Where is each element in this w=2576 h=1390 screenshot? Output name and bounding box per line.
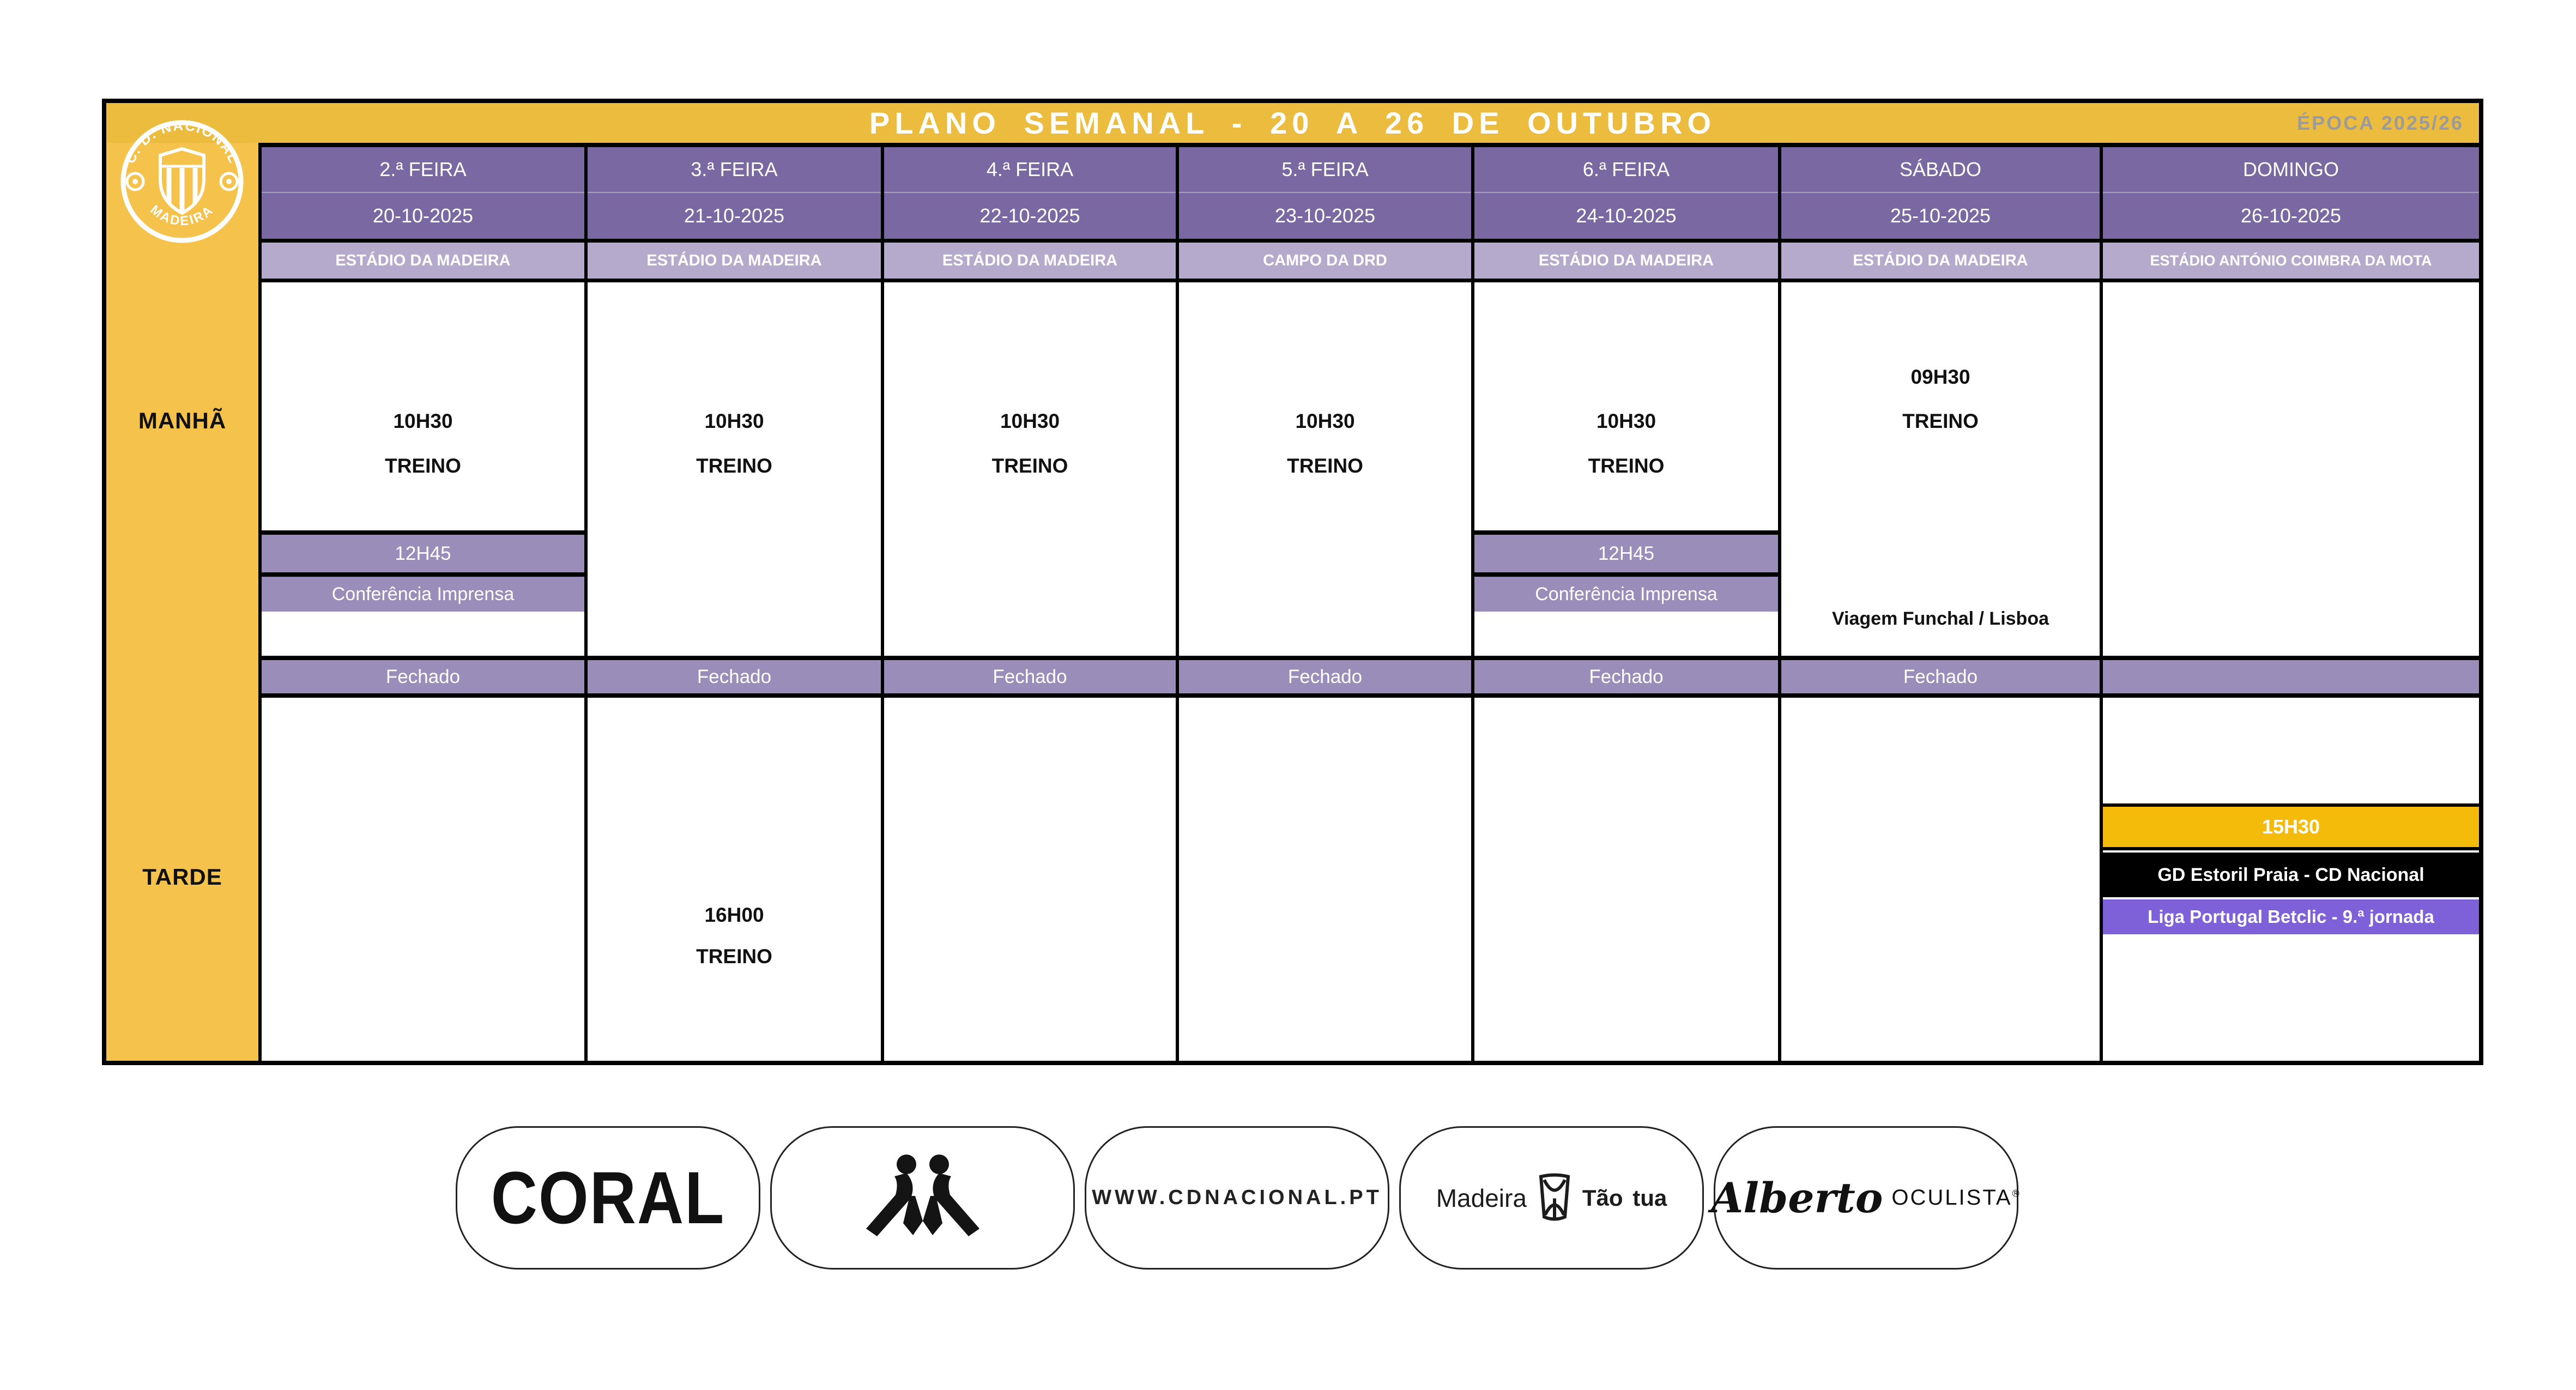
day-header: DOMINGO 26-10-2025 <box>2103 147 2479 239</box>
title-bar: PLANO SEMANAL - 20 A 26 DE OUTUBRO ÉPOCA… <box>106 103 2479 143</box>
day-name: 4.ª FEIRA <box>884 147 1176 193</box>
morning-activity: TREINO <box>385 455 461 477</box>
venue-cell: ESTÁDIO DA MADEIRA <box>1474 239 1778 282</box>
site-url-text: WWW.CDNACIONAL.PT <box>1092 1186 1382 1209</box>
day-date: 22-10-2025 <box>979 204 1080 227</box>
sponsor-cdnacional-site: WWW.CDNACIONAL.PT <box>1085 1126 1389 1270</box>
closed-band: Fechado <box>1474 656 1778 698</box>
afternoon-activity: TREINO <box>696 945 772 968</box>
sponsor-madeira: Madeira Tão tua <box>1399 1126 1704 1270</box>
madeira-label: Madeira <box>1436 1183 1527 1212</box>
registered-mark: ® <box>2012 1188 2021 1199</box>
day-date: 21-10-2025 <box>684 204 785 227</box>
day-column-wednesday: 4.ª FEIRA 22-10-2025 ESTÁDIO DA MADEIRA … <box>881 147 1176 1061</box>
venue-cell: ESTÁDIO DA MADEIRA <box>588 239 881 282</box>
morning-row-label: MANHÃ <box>138 408 227 433</box>
coral-logo: CORAL <box>491 1156 725 1240</box>
season-label: ÉPOCA 2025/26 <box>2297 111 2464 134</box>
day-date: 20-10-2025 <box>372 204 474 227</box>
title-divider <box>258 143 2479 147</box>
closed-band: Fechado <box>262 656 584 698</box>
day-column-thursday: 5.ª FEIRA 23-10-2025 CAMPO DA DRD 10H30 … <box>1176 147 1471 1061</box>
match-competition-band: Liga Portugal Betclic - 9.ª jornada <box>2103 899 2479 934</box>
kappa-logo-icon <box>866 1154 979 1236</box>
morning-time: 10H30 <box>704 410 764 432</box>
day-name: 5.ª FEIRA <box>1179 147 1471 193</box>
closed-band: Fechado <box>1179 656 1471 698</box>
day-date: 26-10-2025 <box>2240 204 2342 227</box>
morning-activity: TREINO <box>1287 455 1363 477</box>
morning-time: 10H30 <box>393 410 453 432</box>
press-conference-time-band: 12H45 <box>262 530 584 577</box>
day-column-friday: 6.ª FEIRA 24-10-2025 ESTÁDIO DA MADEIRA … <box>1471 147 1778 1061</box>
venue-cell: ESTÁDIO DA MADEIRA <box>1781 239 2100 282</box>
closed-band-empty <box>2103 656 2479 698</box>
day-column-tuesday: 3.ª FEIRA 21-10-2025 ESTÁDIO DA MADEIRA … <box>584 147 881 1061</box>
venue-cell: ESTÁDIO ANTÓNIO COIMBRA DA MOTA <box>2103 239 2479 282</box>
madeira-emblem-icon <box>1539 1173 1570 1221</box>
morning-activity: TREINO <box>1902 410 1979 432</box>
day-header: 5.ª FEIRA 23-10-2025 <box>1179 147 1471 239</box>
match-time-band: 15H30 <box>2103 803 2479 850</box>
day-name: 3.ª FEIRA <box>588 147 881 193</box>
day-header: 4.ª FEIRA 22-10-2025 <box>884 147 1176 239</box>
closed-band: Fechado <box>1781 656 2100 698</box>
sponsor-row: CORAL WWW.CDNACIONAL.PT Madeira Tão tua … <box>456 1126 2021 1270</box>
day-column-saturday: SÁBADO 25-10-2025 ESTÁDIO DA MADEIRA 09H… <box>1778 147 2100 1061</box>
day-date: 23-10-2025 <box>1274 204 1376 227</box>
morning-time: 09H30 <box>1910 366 1970 388</box>
club-crest-icon: C. D. NACIONAL MADEIRA <box>120 117 244 243</box>
alberto-caps-text: OCULISTA® <box>1891 1186 2021 1210</box>
alberto-script-text: Alberto <box>1711 1174 1883 1222</box>
press-conference-label-band: Conferência Imprensa <box>262 577 584 612</box>
morning-activity: TREINO <box>696 455 772 477</box>
day-name: DOMINGO <box>2103 147 2479 193</box>
day-name: 2.ª FEIRA <box>262 147 584 193</box>
morning-time: 10H30 <box>1295 410 1355 432</box>
sidebar: MANHÃ TARDE <box>106 143 258 1061</box>
press-conference-label-band: Conferência Imprensa <box>1474 577 1778 612</box>
day-date: 25-10-2025 <box>1890 204 1991 227</box>
day-name: SÁBADO <box>1781 147 2100 193</box>
venue-cell: ESTÁDIO DA MADEIRA <box>884 239 1176 282</box>
closed-band: Fechado <box>588 656 881 698</box>
venue-cell: CAMPO DA DRD <box>1179 239 1471 282</box>
day-name: 6.ª FEIRA <box>1474 147 1778 193</box>
weekly-plan-table: PLANO SEMANAL - 20 A 26 DE OUTUBRO ÉPOCA… <box>102 99 2483 1065</box>
morning-time: 10H30 <box>1596 410 1656 432</box>
afternoon-time: 16H00 <box>704 904 764 926</box>
venue-cell: ESTÁDIO DA MADEIRA <box>262 239 584 282</box>
sponsor-alberto-oculista: Alberto OCULISTA® <box>1711 1126 2021 1270</box>
day-date: 24-10-2025 <box>1576 204 1677 227</box>
page-title: PLANO SEMANAL - 20 A 26 DE OUTUBRO <box>869 106 1716 140</box>
closed-band: Fechado <box>884 656 1176 698</box>
morning-activity: TREINO <box>991 455 1068 477</box>
match-teams-band: GD Estoril Praia - CD Nacional <box>2103 853 2479 897</box>
day-header: 6.ª FEIRA 24-10-2025 <box>1474 147 1778 239</box>
morning-activity: TREINO <box>1588 455 1665 477</box>
day-column-monday: 2.ª FEIRA 20-10-2025 ESTÁDIO DA MADEIRA … <box>258 147 584 1061</box>
morning-time: 10H30 <box>1000 410 1060 432</box>
day-header: SÁBADO 25-10-2025 <box>1781 147 2100 239</box>
afternoon-row-label: TARDE <box>142 864 222 890</box>
day-header: 2.ª FEIRA 20-10-2025 <box>262 147 584 239</box>
sponsor-coral: CORAL <box>456 1126 760 1270</box>
madeira-tagline: Tão tua <box>1582 1184 1667 1211</box>
travel-note: Viagem Funchal / Lisboa <box>1831 608 2049 629</box>
day-column-sunday: DOMINGO 26-10-2025 ESTÁDIO ANTÓNIO COIMB… <box>2100 147 2479 1061</box>
press-conference-time-band: 12H45 <box>1474 530 1778 577</box>
day-header: 3.ª FEIRA 21-10-2025 <box>588 147 881 239</box>
sponsor-kappa <box>770 1126 1075 1270</box>
